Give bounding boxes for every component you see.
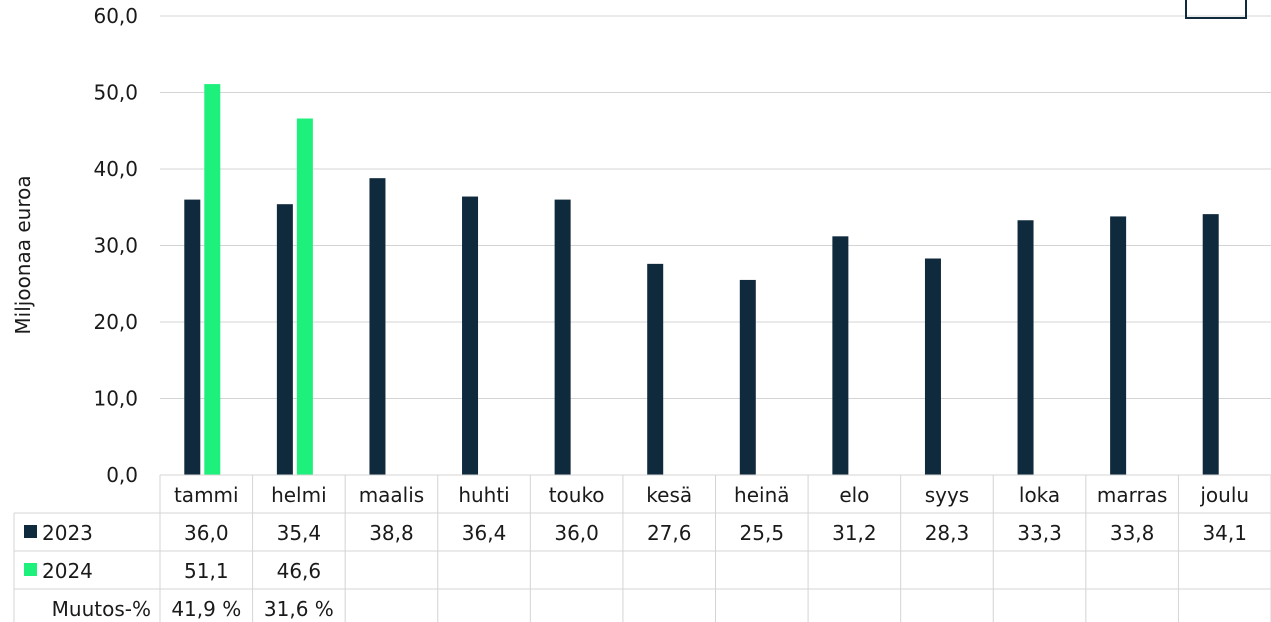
legend-label: 2024 [42,559,93,583]
data-table: tammi helmi maalis huhti touko kesä heinä elo sy… [13,474,1271,622]
y-axis-title: Miljoonaa euroa [11,175,35,334]
data-label: 38,8 [369,521,414,545]
x-tick-label: elo [839,483,869,507]
bar-2024-helmi [296,118,313,475]
y-tick-label: 0,0 [106,463,138,487]
data-label: 33,8 [1110,521,1155,545]
bar-2023-tammi [184,199,201,475]
bar-2023-maalis [369,178,386,475]
change-row-label: Muutos-% [52,597,151,621]
data-label: 25,5 [740,521,785,545]
legend-label: 2023 [42,521,93,545]
data-label: 51,1 [184,559,229,583]
data-label: 36,0 [184,521,229,545]
data-label: 27,6 [647,521,692,545]
change-value: 41,9 % [171,597,241,621]
y-tick-label: 50,0 [93,81,138,105]
y-tick-label: 40,0 [93,157,138,181]
bar-2023-elo [832,236,849,475]
data-label: 35,4 [277,521,322,545]
change-value: 31,6 % [264,597,334,621]
data-label: 36,0 [554,521,599,545]
legend-box-fragment [1185,0,1247,19]
bar-2023-heinä [739,279,756,475]
bar-2024-tammi [204,84,221,476]
bar-2023-huhti [462,196,479,476]
data-label: 31,2 [832,521,877,545]
y-tick-label: 30,0 [93,234,138,258]
x-tick-label: kesä [646,483,692,507]
y-axis: 0,0 10,0 20,0 30,0 40,0 50,0 60,0 [93,4,138,487]
x-tick-label: syys [925,483,970,507]
x-tick-label: huhti [458,483,509,507]
data-label: 28,3 [925,521,970,545]
bar-2023-joulu [1202,214,1219,475]
y-tick-label: 60,0 [93,4,138,28]
bar-2023-marras [1110,216,1127,475]
x-tick-label: marras [1097,483,1168,507]
bar-2023-touko [554,199,571,475]
data-label: 34,1 [1202,521,1247,545]
x-tick-label: touko [549,483,605,507]
data-label: 33,3 [1017,521,1062,545]
y-tick-label: 10,0 [93,387,138,411]
data-label: 46,6 [277,559,322,583]
legend-key-2024 [24,563,37,576]
x-tick-label: maalis [359,483,425,507]
data-label: 36,4 [462,521,507,545]
bar-2023-loka [1017,220,1034,475]
legend-key-2023 [24,525,37,538]
x-tick-label: helmi [271,483,327,507]
bar-2023-syys [924,258,941,475]
bar-2023-kesä [647,263,664,475]
x-tick-label: loka [1019,483,1060,507]
x-tick-label: joulu [1199,483,1249,507]
x-tick-label: tammi [174,483,239,507]
bar-2023-helmi [276,204,293,475]
y-tick-label: 20,0 [93,310,138,334]
bars [184,84,1219,476]
gridlines [160,15,1271,399]
x-tick-label: heinä [734,483,789,507]
